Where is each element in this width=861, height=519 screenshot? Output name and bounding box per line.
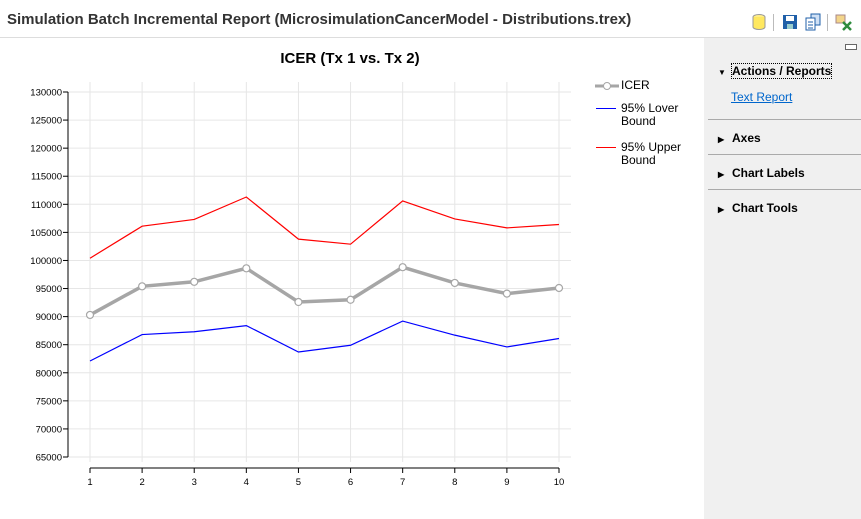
divider [708,189,861,190]
export-excel-icon[interactable] [835,13,853,31]
x-tick-label: 7 [400,477,405,488]
section-axes[interactable]: ▶ Axes [708,131,861,145]
collapsed-arrow-icon: ▶ [718,135,725,144]
legend-label: ICER [621,78,650,92]
title-bar: Simulation Batch Incremental Report (Mic… [0,0,861,38]
chart: 65000 70000 75000 80000 85000 90000 95000 10000… [30,82,571,488]
data-point [242,264,251,273]
legend-item-lower: 95% Lover Bound [596,101,691,128]
section-chart-tools[interactable]: ▶ Chart Tools [708,201,861,215]
text-report-link[interactable]: Text Report [731,90,793,104]
y-tick-label: 90000 [36,312,62,323]
collapsed-arrow-icon: ▶ [718,170,725,179]
x-tick-label: 10 [554,477,565,488]
y-tick-label: 125000 [30,116,62,127]
y-tick-label: 130000 [30,88,62,99]
data-point [554,283,564,293]
y-tick-label: 105000 [30,228,62,239]
section-label: Chart Labels [732,166,805,180]
x-tick-label: 1 [87,477,92,488]
section-label: Actions / Reports [730,63,833,79]
legend-item-upper: 95% Upper Bound [596,140,691,167]
chart-title: ICER (Tx 1 vs. Tx 2) [280,50,420,67]
collapsed-arrow-icon: ▶ [718,205,725,214]
y-tick-label: 120000 [30,144,62,155]
copy-icon[interactable] [804,13,822,31]
section-label: Axes [732,131,761,145]
data-point [138,282,147,291]
y-tick-label: 85000 [36,340,62,351]
divider [708,154,861,155]
y-tick-label: 80000 [36,368,62,379]
x-tick-label: 9 [504,477,509,488]
legend-label: 95% Lover Bound [621,101,679,128]
x-tick-label: 5 [296,477,301,488]
series-line-icer [89,265,560,317]
y-tick-label: 75000 [36,396,62,407]
y-tick-label: 100000 [30,256,62,267]
x-tick-label: 3 [192,477,197,488]
y-tick-label: 70000 [36,424,62,435]
expanded-arrow-icon: ▼ [718,68,726,77]
data-point [85,310,95,320]
legend-item-icer: ICER [595,78,650,92]
section-chart-labels[interactable]: ▶ Chart Labels [708,166,861,180]
y-tick-label: 95000 [36,284,62,295]
x-tick-label: 8 [452,477,457,488]
y-tick-label: 115000 [31,172,62,183]
save-icon[interactable] [781,13,799,31]
x-tick-label: 4 [244,477,249,488]
database-icon[interactable] [750,13,768,31]
data-point [502,289,511,298]
y-tick-label: 65000 [36,453,62,464]
data-point [398,263,407,272]
legend-label: 95% Upper Bound [621,140,682,167]
data-point [294,297,303,307]
section-actions-reports[interactable]: ▼ Actions / Reports [708,63,861,79]
series-line-95-lover-bound [89,320,560,362]
window-title: Simulation Batch Incremental Report (Mic… [7,11,632,28]
x-tick-label: 2 [139,477,144,488]
data-point [450,278,459,288]
data-point [190,277,199,286]
divider [708,119,861,120]
data-point [346,295,355,304]
series-line-95-upper-bound [89,196,560,259]
x-tick-label: 6 [348,477,353,488]
minimize-button[interactable] [845,44,857,50]
y-tick-label: 110000 [31,200,62,211]
section-label: Chart Tools [732,201,798,215]
side-panel: ▼ Actions / Reports Text Report ▶ Axes ▶ Ch… [704,38,861,519]
